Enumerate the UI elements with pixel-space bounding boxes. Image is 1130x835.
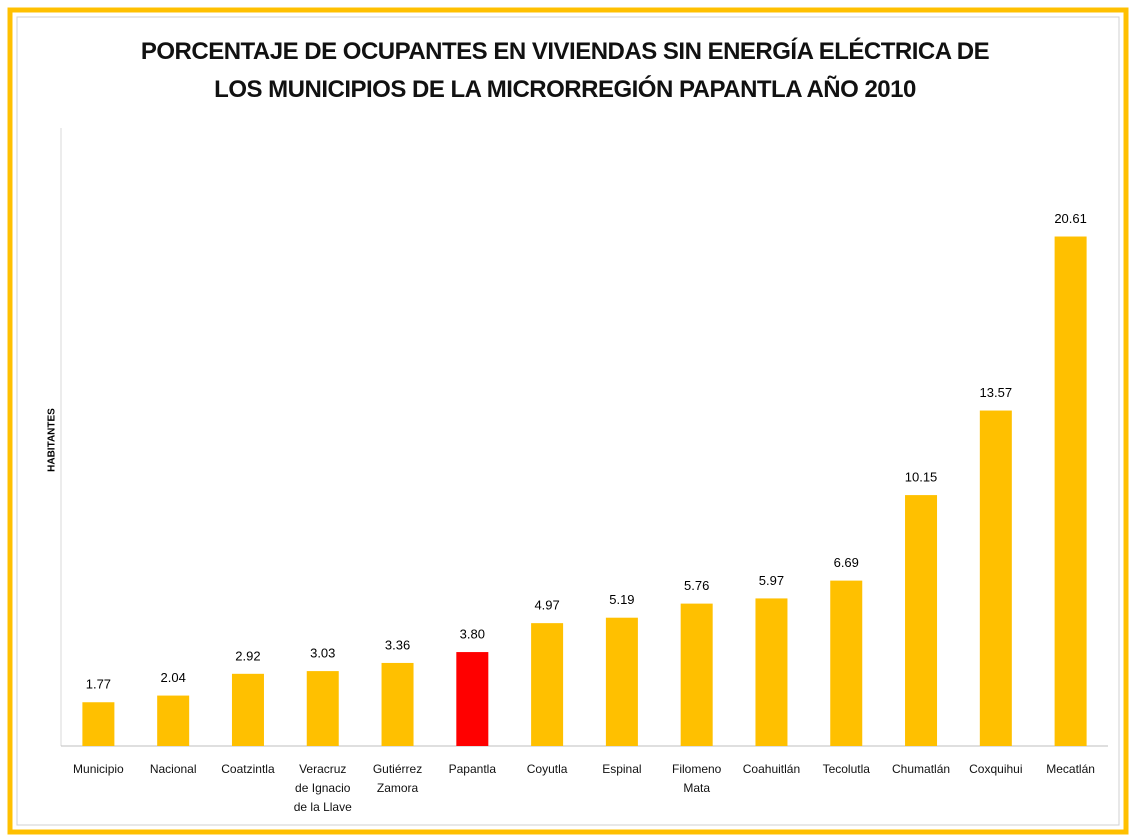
chart-title: PORCENTAJE DE OCUPANTES EN VIVIENDAS SIN… — [140, 38, 990, 65]
x-tick-label: Coxquihui — [969, 762, 1023, 776]
frame — [7, 7, 1129, 835]
bar — [231, 673, 264, 746]
y-axis-label: HABITANTES — [47, 408, 58, 472]
inner-frame — [16, 16, 1120, 826]
bar — [381, 662, 414, 746]
x-tick-label: Chumatlán — [892, 762, 951, 776]
bar — [82, 702, 115, 746]
x-tick-label: Municipio — [73, 762, 124, 776]
x-tick-label: Coahuitlán — [742, 762, 801, 776]
x-tick-label: Tecolutla — [822, 762, 870, 776]
value-label: 1.77 — [86, 677, 111, 692]
value-label: 5.19 — [609, 592, 634, 607]
x-tick-label: Gutiérrez Zamora — [372, 762, 423, 795]
value-label: 13.57 — [980, 385, 1013, 400]
value-label: 3.80 — [460, 627, 485, 642]
x-tick-label: Mecatlán — [1046, 762, 1095, 776]
bar — [1054, 236, 1087, 746]
value-label: 2.92 — [235, 648, 260, 663]
x-tick-label: Espinal — [602, 762, 642, 776]
value-label: 2.04 — [161, 670, 186, 685]
value-label: 3.36 — [385, 637, 410, 652]
value-label: 20.61 — [1054, 211, 1087, 226]
x-tick-label: Nacional — [149, 762, 197, 776]
bar — [830, 580, 863, 746]
bar — [605, 617, 638, 746]
bar — [456, 652, 489, 746]
bar — [680, 603, 713, 746]
value-label: 5.97 — [759, 573, 784, 588]
value-label: 10.15 — [905, 470, 938, 485]
bar — [755, 598, 788, 746]
bar — [905, 495, 938, 746]
value-label: 5.76 — [684, 578, 709, 593]
x-tick-label: Filomeno Mata — [671, 762, 722, 795]
bar — [306, 671, 339, 746]
x-tick-label: Veracruz de Ignacio de la Llave — [293, 762, 352, 814]
bar — [531, 623, 564, 746]
chart-title: LOS MUNICIPIOS DE LA MICRORREGIÓN PAPANT… — [214, 76, 916, 103]
x-tick-label: Coyutla — [526, 762, 568, 776]
value-label: 4.97 — [534, 598, 559, 613]
value-label: 3.03 — [310, 646, 335, 661]
x-tick-label: Coatzintla — [221, 762, 275, 776]
x-tick-label: Papantla — [448, 762, 496, 776]
bar — [157, 695, 190, 746]
bar — [979, 410, 1012, 746]
value-label: 6.69 — [834, 555, 859, 570]
